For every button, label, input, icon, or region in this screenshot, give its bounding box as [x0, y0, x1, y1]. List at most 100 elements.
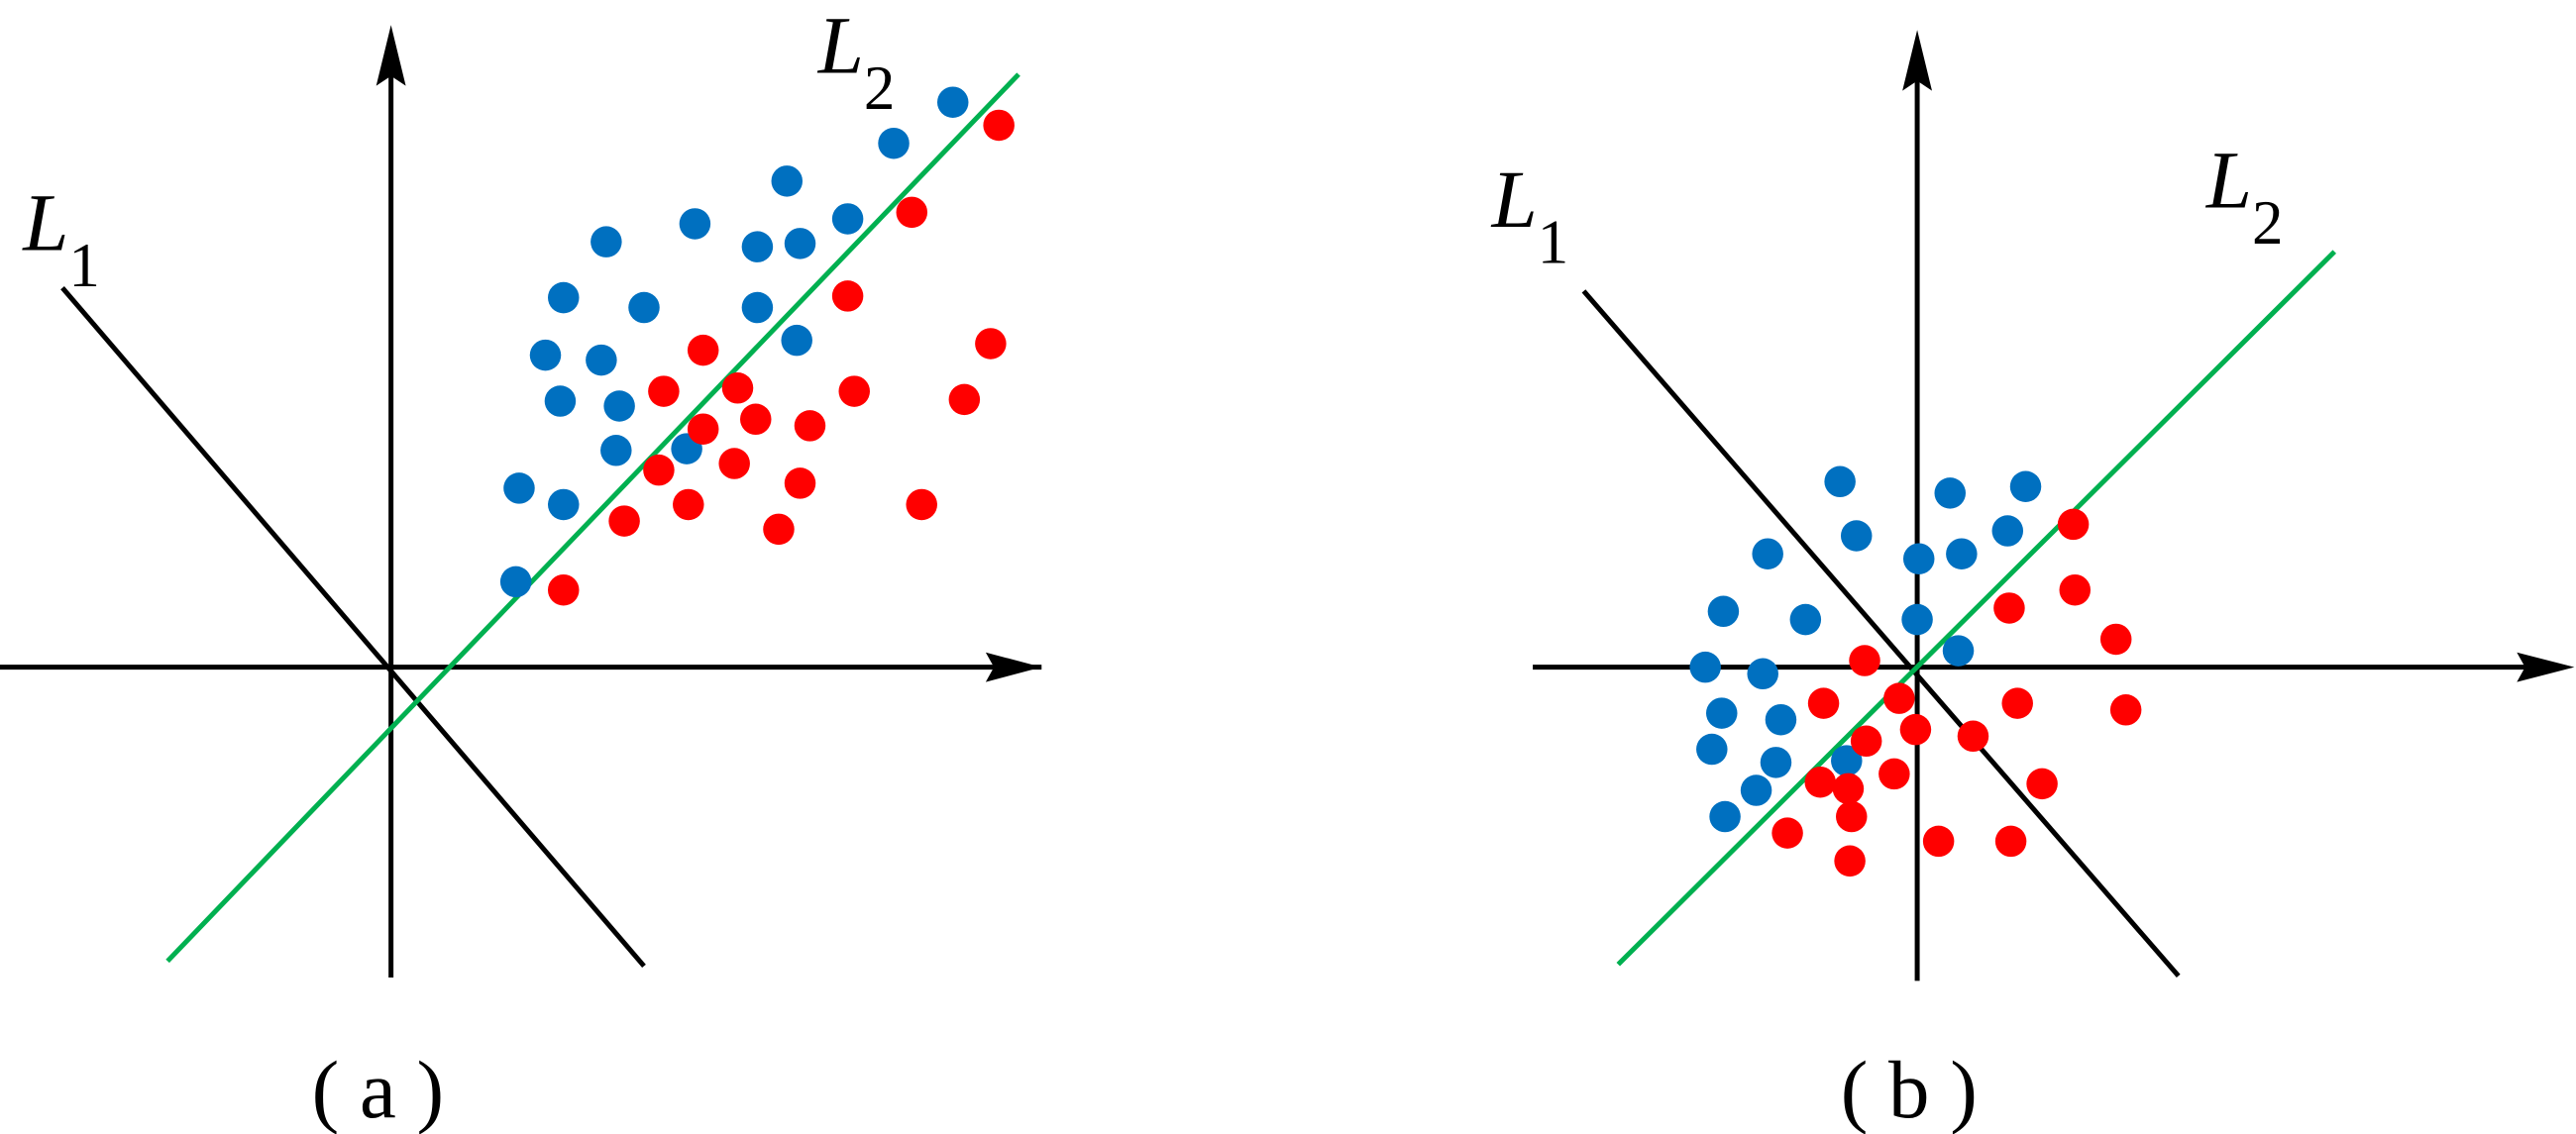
blue-point	[1706, 697, 1738, 729]
red-point	[948, 383, 981, 416]
blue-point	[1946, 538, 1978, 569]
blue-point	[1747, 658, 1778, 690]
blue-point	[1765, 703, 1797, 736]
x-axis-arrow-icon	[2517, 652, 2575, 682]
red-point	[831, 280, 864, 312]
blue-point	[2009, 470, 2042, 503]
blue-point	[600, 435, 632, 466]
blue-point	[741, 231, 774, 262]
blue-point	[781, 324, 812, 357]
blue-point	[628, 291, 660, 324]
red-point	[608, 505, 640, 537]
blue-point	[1707, 595, 1740, 628]
l1-label: L1	[22, 176, 100, 299]
red-point	[896, 196, 928, 229]
blue-point	[936, 86, 969, 118]
red-point	[1804, 766, 1836, 798]
red-point	[2109, 694, 2142, 726]
blue-point	[1740, 774, 1772, 806]
red-point	[794, 410, 826, 442]
blue-point	[544, 385, 577, 417]
blue-point	[679, 208, 711, 240]
caption-a: ( a )	[312, 1044, 444, 1134]
caption-b: ( b )	[1841, 1044, 1978, 1134]
blue-point	[784, 228, 816, 259]
blue-point	[1789, 603, 1822, 636]
blue-point	[603, 390, 635, 422]
red-point	[1834, 845, 1866, 877]
red-point	[2057, 508, 2090, 541]
red-point	[1878, 758, 1910, 790]
line-l1	[60, 285, 646, 969]
red-point	[784, 467, 816, 499]
panel-b: L1 L2 ( b )	[1491, 30, 2575, 1134]
blue-point	[1840, 520, 1873, 552]
red-point	[1994, 825, 2027, 858]
red-point	[687, 413, 719, 445]
blue-point	[878, 127, 910, 159]
red-point	[763, 513, 795, 546]
red-point	[1835, 800, 1868, 833]
red-point	[906, 488, 937, 521]
red-point	[1771, 817, 1803, 849]
blue-point	[1942, 635, 1975, 667]
blue-point	[586, 344, 617, 376]
blue-point	[1824, 465, 1856, 498]
red-point	[2059, 573, 2092, 606]
red-point	[1807, 687, 1840, 719]
red-point	[1922, 825, 1955, 858]
red-point	[2001, 687, 2033, 719]
blue-point	[831, 203, 864, 235]
red-point	[1832, 773, 1865, 805]
l1-label: L1	[1491, 154, 1569, 276]
blue-point	[547, 281, 580, 314]
y-axis-arrow-icon	[1902, 30, 1932, 91]
blue-point	[1991, 515, 2024, 547]
red-point	[740, 403, 772, 436]
points-group	[499, 86, 1015, 606]
red-point	[2099, 623, 2132, 656]
red-point	[1850, 725, 1882, 758]
points-group	[1689, 465, 2142, 877]
blue-point	[1752, 538, 1783, 569]
red-point	[643, 454, 675, 486]
blue-point	[499, 566, 532, 598]
panel-a: L1 L2 ( a )	[0, 0, 1042, 1134]
red-point	[1883, 682, 1915, 714]
blue-point	[771, 165, 804, 197]
red-point	[648, 375, 680, 407]
red-point	[673, 488, 704, 521]
blue-point	[1902, 543, 1935, 574]
blue-point	[503, 472, 535, 504]
blue-point	[1831, 745, 1863, 776]
blue-point	[1709, 800, 1741, 833]
blue-point	[529, 339, 562, 371]
red-point	[975, 328, 1007, 360]
blue-point	[547, 488, 580, 521]
blue-point	[1689, 651, 1721, 683]
red-point	[718, 448, 750, 479]
line-l2	[165, 72, 1020, 964]
blue-point	[1696, 733, 1728, 766]
y-axis-arrow-icon	[376, 25, 406, 86]
red-point	[2026, 768, 2058, 800]
blue-point	[1934, 477, 1966, 509]
red-point	[721, 372, 754, 404]
red-point	[1957, 720, 1989, 753]
line-l2	[1616, 250, 2337, 967]
red-point	[547, 573, 580, 606]
red-point	[1899, 713, 1932, 746]
x-axis-arrow-icon	[985, 652, 1042, 682]
blue-point	[1760, 747, 1792, 778]
blue-point	[1901, 603, 1933, 636]
red-point	[687, 334, 719, 366]
red-point	[983, 109, 1015, 142]
blue-point	[590, 226, 622, 258]
line-l1	[1581, 289, 2181, 979]
red-point	[1849, 645, 1880, 676]
red-point	[1993, 592, 2025, 624]
blue-point	[741, 291, 774, 324]
l2-label: L2	[2205, 134, 2284, 257]
l2-label: L2	[817, 0, 896, 123]
